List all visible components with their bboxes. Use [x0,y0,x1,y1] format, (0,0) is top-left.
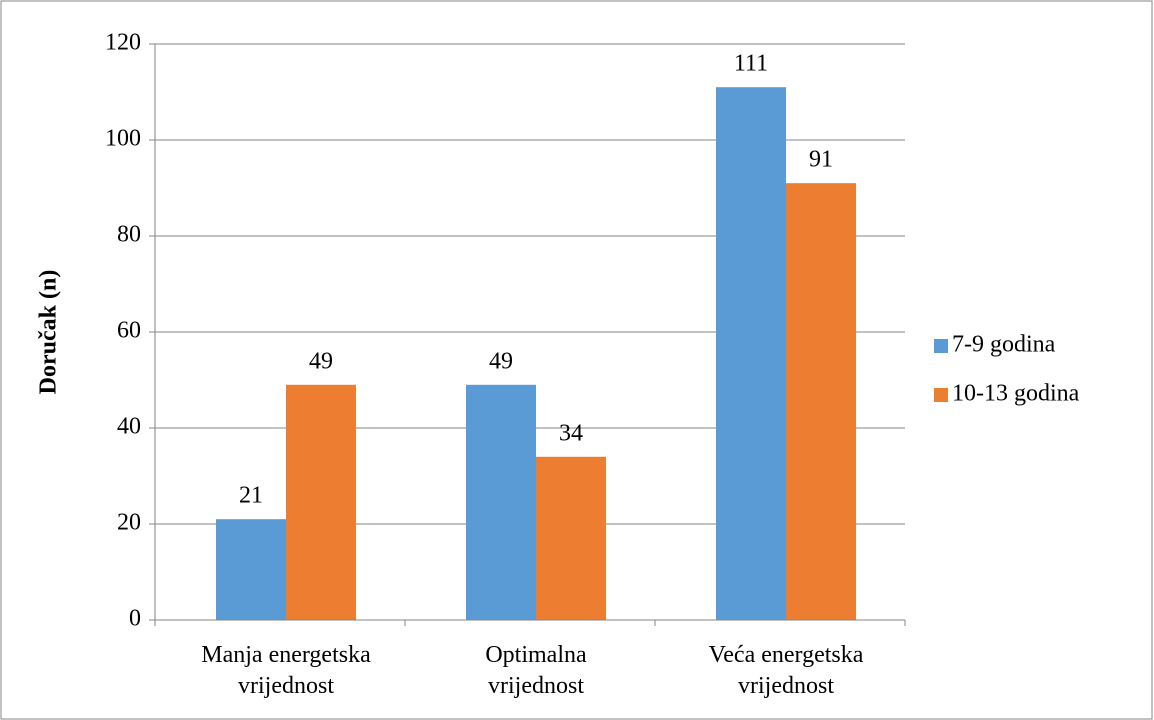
bar [716,87,786,620]
y-tick-label: 0 [129,606,141,632]
legend-swatch [934,339,948,353]
y-tick-label: 100 [105,126,141,152]
bar [466,384,536,620]
bar [536,456,606,620]
legend-label: 10-13 godina [952,381,1080,407]
y-axis-label: Doručak (n) [36,270,62,395]
y-tick-label: 80 [117,222,141,248]
y-tick-label: 20 [117,510,141,536]
data-label: 111 [734,51,768,77]
data-label: 49 [489,348,513,374]
bar [216,519,286,620]
y-tick-label: 60 [117,318,141,344]
data-label: 49 [309,348,333,374]
data-label: 91 [809,147,833,173]
data-label: 21 [239,483,263,509]
bar [286,384,356,620]
legend-label: 7-9 godina [952,332,1056,358]
x-tick-label: Optimalna vrijednost [485,642,587,699]
y-tick-label: 40 [117,414,141,440]
legend-swatch [934,388,948,402]
bar [786,183,856,620]
y-tick-label: 120 [105,30,141,56]
data-label: 34 [559,420,583,446]
x-tick-label: Manja energetska vrijednost [201,642,371,699]
x-tick-label: Veća energetska vrijednost [709,642,864,699]
